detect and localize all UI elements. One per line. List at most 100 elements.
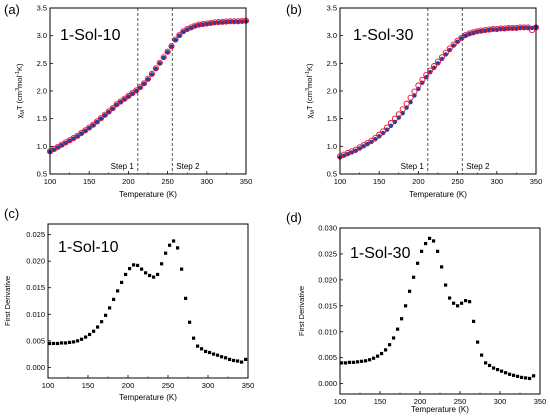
data-point-open bbox=[223, 18, 230, 25]
panel-label-a: (a) bbox=[4, 2, 20, 17]
data-point bbox=[76, 339, 80, 343]
x-tick-label: 150 bbox=[82, 381, 95, 390]
data-point bbox=[416, 261, 420, 265]
y-tick-label: 0.020 bbox=[318, 275, 337, 284]
series-label: 1-Sol-30 bbox=[350, 245, 411, 262]
y-tick-label: 1.0 bbox=[327, 142, 337, 151]
data-point-open bbox=[434, 58, 442, 65]
data-point bbox=[444, 283, 448, 287]
x-tick-label: 350 bbox=[242, 381, 255, 390]
data-point-open bbox=[513, 24, 520, 31]
x-tick-label: 250 bbox=[451, 177, 464, 186]
data-point-open bbox=[129, 90, 136, 97]
y-tick-label: 2.5 bbox=[37, 59, 47, 68]
data-point-open bbox=[415, 82, 422, 89]
data-point bbox=[460, 301, 464, 305]
data-point-open bbox=[489, 25, 496, 33]
data-point-open bbox=[525, 24, 532, 31]
data-point bbox=[148, 273, 152, 278]
data-point bbox=[404, 304, 408, 308]
data-point bbox=[168, 243, 172, 247]
data-point bbox=[240, 360, 244, 364]
data-point bbox=[216, 353, 220, 357]
data-point-open bbox=[235, 18, 242, 25]
data-point-open bbox=[90, 121, 97, 128]
data-point bbox=[380, 351, 384, 356]
data-point bbox=[520, 375, 524, 379]
data-point-open bbox=[399, 106, 406, 113]
data-point bbox=[176, 246, 180, 250]
data-point-open bbox=[172, 36, 179, 43]
data-point bbox=[508, 372, 512, 376]
data-point-filled bbox=[149, 72, 155, 77]
data-point-open bbox=[517, 24, 524, 31]
data-point-open bbox=[478, 27, 485, 34]
data-point-open bbox=[505, 24, 512, 31]
y-tick-label: 2.0 bbox=[37, 87, 47, 96]
x-tick-label: 250 bbox=[161, 177, 174, 186]
data-point bbox=[180, 267, 184, 271]
data-point-open bbox=[215, 19, 222, 26]
data-point bbox=[484, 361, 488, 365]
y-axis-label: χMT (cm3mol-1K) bbox=[15, 63, 26, 119]
data-point bbox=[364, 359, 368, 363]
x-tick-label: 300 bbox=[202, 381, 215, 390]
data-point bbox=[424, 241, 428, 246]
data-point bbox=[236, 359, 240, 363]
data-point bbox=[228, 357, 232, 362]
data-point bbox=[372, 356, 376, 360]
y-tick-label: 0.000 bbox=[26, 363, 45, 372]
data-point-open bbox=[227, 18, 234, 25]
data-point bbox=[48, 341, 52, 346]
data-point bbox=[160, 262, 164, 266]
data-point-open bbox=[474, 28, 481, 35]
data-point bbox=[400, 317, 404, 321]
x-tick-label: 200 bbox=[122, 381, 135, 390]
data-point-open bbox=[466, 30, 473, 37]
data-point bbox=[376, 354, 380, 358]
data-point-open bbox=[97, 115, 105, 122]
data-point-open bbox=[199, 20, 206, 28]
x-tick-label: 150 bbox=[83, 177, 96, 186]
x-tick-label: 350 bbox=[240, 177, 253, 186]
panel-label-b: (b) bbox=[286, 2, 302, 17]
x-tick-label: 350 bbox=[530, 177, 543, 186]
data-point bbox=[480, 353, 484, 357]
data-point bbox=[196, 344, 200, 348]
x-axis-label: Temperature (K) bbox=[119, 190, 177, 199]
data-point-open bbox=[521, 24, 528, 31]
data-point-filled bbox=[137, 85, 143, 90]
y-tick-label: 2.0 bbox=[327, 87, 337, 96]
data-point bbox=[60, 341, 64, 345]
data-point bbox=[468, 300, 472, 304]
data-point-open bbox=[380, 128, 387, 135]
y-tick-label: 0.025 bbox=[26, 230, 45, 239]
data-point-open bbox=[239, 17, 246, 25]
data-point-open bbox=[231, 18, 238, 25]
data-point bbox=[124, 272, 128, 277]
data-point-open bbox=[403, 100, 410, 107]
data-point bbox=[488, 363, 492, 368]
data-point-filled bbox=[114, 102, 119, 108]
data-point-filled bbox=[181, 29, 186, 34]
series-label: 1-Sol-10 bbox=[58, 239, 119, 256]
data-point bbox=[492, 366, 496, 370]
chart-panel-c: 100 150 200 250 300 350 0.000 0.005 0.010 0.015 0.… bbox=[3, 223, 255, 402]
data-point-filled bbox=[110, 106, 115, 111]
data-point-open bbox=[368, 137, 375, 144]
x-tick-label: 150 bbox=[373, 177, 386, 186]
data-point bbox=[108, 306, 112, 310]
data-point-open bbox=[470, 29, 477, 36]
data-point bbox=[56, 341, 60, 346]
data-point-open bbox=[78, 130, 85, 137]
data-point-open bbox=[93, 118, 101, 125]
data-point bbox=[392, 336, 396, 340]
step-label: Step 2 bbox=[176, 162, 200, 171]
data-point-open bbox=[188, 24, 195, 31]
data-point-open bbox=[485, 26, 493, 33]
x-tick-label: 300 bbox=[201, 177, 214, 186]
data-point bbox=[144, 271, 148, 275]
x-tick-label: 350 bbox=[534, 397, 547, 406]
y-tick-label: 0.005 bbox=[318, 353, 337, 362]
data-point bbox=[152, 275, 156, 279]
